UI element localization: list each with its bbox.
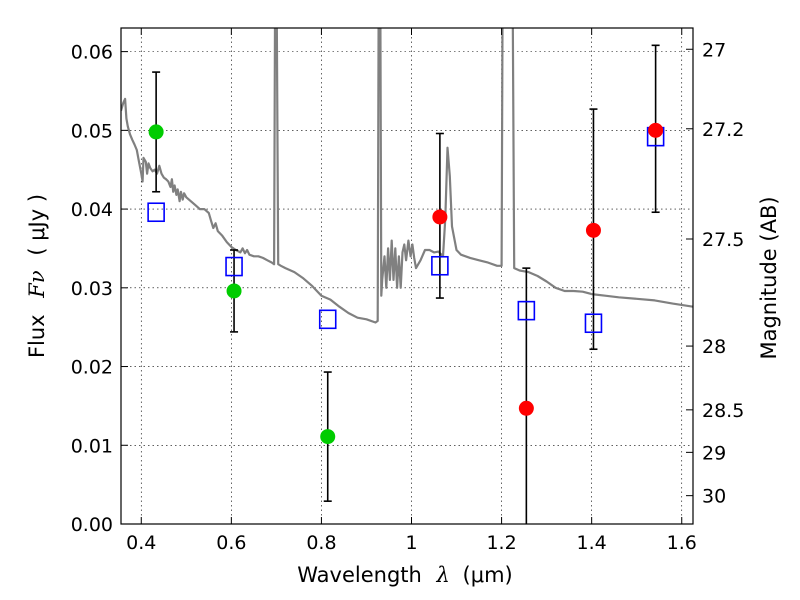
model-square-marker	[147, 202, 165, 223]
y-tick-label: 0.03	[71, 278, 113, 300]
x-tick-label: 0.8	[306, 532, 336, 554]
y-tick-label: 0.06	[71, 42, 113, 64]
x-axis-label: Wavelength λ (μm)	[297, 563, 512, 587]
y-axis-label-unit: ( μJy )	[25, 194, 49, 256]
y-tick-label: 0.00	[71, 514, 113, 536]
x-axis-label-prefix: Wavelength	[297, 563, 422, 587]
x-tick-label: 1.4	[577, 532, 607, 554]
model-square-marker	[584, 313, 603, 334]
y2-tick-label: 27.2	[702, 119, 744, 141]
x-tick-label: 0.4	[126, 532, 156, 554]
flux-point-marker	[148, 124, 164, 140]
x-tick-label: 1	[405, 532, 417, 554]
y-axis-label-symbol: Fν	[25, 270, 49, 299]
axis-ticks: 0.4 0.6 0.8 1 1.2 1.4 1.6 0.00 0.01 0.02 0.03 0.04 0…	[71, 28, 744, 554]
y-axis-label-prefix: Flux	[25, 314, 49, 358]
y2-tick-label: 28	[702, 336, 726, 358]
model-square-marker	[318, 309, 337, 330]
x-tick-label: 1.6	[667, 532, 697, 554]
y2-tick-label: 29	[702, 442, 726, 464]
y-tick-label: 0.05	[71, 120, 113, 142]
flux-point-marker	[648, 122, 664, 138]
plot-frame	[120, 27, 694, 525]
y2-tick-label: 27.5	[702, 229, 744, 251]
y2-tick-label: 27	[702, 39, 726, 61]
flux-point-marker	[585, 222, 601, 238]
x-axis-label-unit: (μm)	[463, 563, 513, 587]
model-square-marker	[431, 255, 449, 276]
flux-point-marker	[320, 429, 336, 445]
x-axis-label-symbol: λ	[436, 563, 450, 587]
model-square-marker	[517, 300, 536, 321]
flux-point-marker	[518, 400, 534, 416]
template-spectrum	[121, 28, 693, 324]
y2-tick-label: 28.5	[702, 400, 744, 422]
x-tick-label: 1.2	[486, 532, 516, 554]
y2-tick-label: 30	[702, 486, 726, 508]
data-markers	[147, 122, 665, 445]
x-tick-label: 0.6	[216, 532, 246, 554]
spectrum-line	[121, 28, 693, 324]
plot-background	[121, 28, 693, 524]
y-axis-label: Flux Fν ( μJy )	[25, 194, 49, 358]
y-tick-label: 0.02	[71, 357, 113, 379]
model-square-marker	[225, 256, 243, 277]
flux-point-marker	[226, 283, 242, 299]
flux-point-marker	[432, 209, 448, 225]
y-tick-label: 0.01	[71, 435, 113, 457]
y2-axis-label: Magnitude (AB)	[757, 196, 781, 359]
y-tick-label: 0.04	[71, 199, 113, 221]
